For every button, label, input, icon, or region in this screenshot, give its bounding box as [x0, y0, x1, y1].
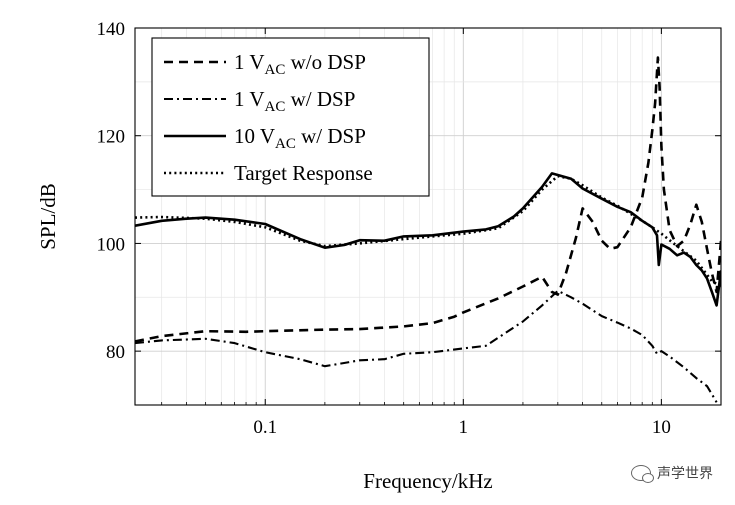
legend-label-main: 10 V — [234, 124, 275, 148]
legend-label-subscript: AC — [265, 62, 286, 78]
legend-label-4: Target Response — [234, 161, 373, 185]
watermark: 声学世界 — [631, 463, 713, 483]
legend-label-rest: w/ DSP — [285, 87, 355, 111]
legend-label-3: 10 VAC w/ DSP — [234, 124, 366, 152]
y-tick-label: 140 — [97, 19, 126, 40]
plot-frame — [134, 27, 722, 406]
x-tick-label: 0.1 — [253, 417, 277, 438]
legend-label-rest: w/o DSP — [285, 50, 366, 74]
y-tick-label: 80 — [106, 342, 125, 363]
axis-ticks: 0.1 1 10 80 100 120 140 — [97, 19, 722, 438]
watermark-text: 声学世界 — [657, 466, 713, 482]
series-line-4 — [135, 174, 721, 288]
series-line-2 — [135, 289, 718, 403]
x-tick-label: 1 — [459, 417, 469, 438]
legend-label-subscript: AC — [275, 136, 296, 152]
legend-label-2: 1 VAC w/ DSP — [234, 87, 355, 115]
plot-series — [135, 56, 721, 403]
legend-label-main: Target Response — [234, 161, 373, 185]
y-tick-label: 120 — [97, 127, 126, 148]
x-tick-label: 10 — [652, 417, 671, 438]
y-tick-label: 100 — [97, 234, 126, 255]
legend-label-1: 1 VAC w/o DSP — [234, 50, 366, 78]
wechat-icon — [631, 465, 654, 483]
series-line-1 — [135, 56, 721, 343]
legend-label-subscript: AC — [265, 99, 286, 115]
legend-label-rest: w/ DSP — [296, 124, 366, 148]
x-axis-title: Frequency/kHz — [363, 469, 492, 493]
legend-box — [151, 37, 430, 197]
legend-label-main: 1 V — [234, 50, 265, 74]
legend-label-main: 1 V — [234, 87, 265, 111]
y-axis-title: SPL/dB — [36, 183, 60, 250]
